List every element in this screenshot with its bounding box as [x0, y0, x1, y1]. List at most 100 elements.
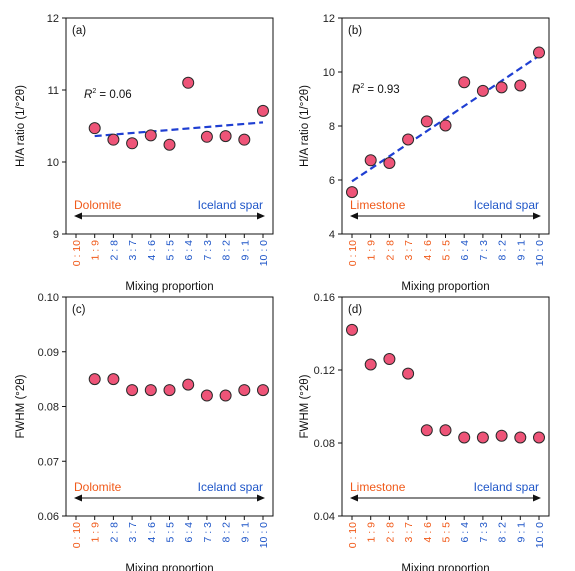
y-tick-label: 0.09	[38, 347, 59, 359]
data-point	[458, 431, 471, 444]
y-tick-label: 0.08	[38, 402, 59, 414]
x-tick-label: 5 : 5	[165, 240, 177, 261]
r-squared-symbol: R	[84, 89, 92, 101]
data-point	[533, 46, 545, 59]
data-point	[144, 384, 157, 397]
y-axis-ticks: 0.06 0.07 0.08 0.09 0.10	[38, 292, 66, 523]
data-point	[476, 431, 489, 444]
data-series	[346, 46, 545, 199]
data-point	[364, 154, 377, 167]
x-tick-label: 10 : 0	[258, 240, 270, 266]
x-tick-label: 10 : 0	[534, 522, 546, 548]
data-point	[163, 384, 176, 397]
data-point	[514, 431, 527, 444]
panel-label: (b)	[348, 25, 362, 37]
x-tick-label: 3 : 7	[127, 240, 139, 261]
y-tick-label: 0.04	[314, 511, 335, 523]
x-tick-label: 6 : 4	[183, 240, 195, 261]
x-tick-label: 0 : 10	[347, 240, 359, 266]
data-point	[163, 138, 176, 151]
y-tick-label: 8	[329, 121, 335, 133]
data-point	[439, 424, 452, 437]
y-tick-label: 0.16	[314, 292, 335, 304]
x-tick-label: 3 : 7	[403, 240, 415, 261]
x-tick-label: 0 : 10	[347, 522, 359, 548]
data-point	[420, 115, 433, 128]
right-mineral-label: Iceland spar	[198, 480, 263, 494]
x-tick-label: 9 : 1	[239, 240, 251, 261]
x-axis-ticks: 0 : 10 1 : 9 2 : 8 3 : 7 4 : 6 5 : 5 6 : 4 7 : …	[347, 234, 546, 266]
data-point	[257, 384, 269, 397]
r-squared-value: = 0.93	[364, 84, 400, 96]
y-tick-label: 0.07	[38, 456, 59, 468]
right-mineral-label: Iceland spar	[198, 198, 263, 212]
data-series	[346, 323, 545, 444]
x-tick-label: 4 : 6	[146, 522, 158, 543]
x-tick-label: 9 : 1	[239, 522, 251, 543]
y-axis-ticks: 0.04 0.08 0.12 0.16	[314, 292, 342, 523]
left-mineral-label: Limestone	[350, 198, 406, 212]
y-tick-label: 0.12	[314, 365, 335, 377]
y-tick-label: 0.08	[314, 438, 335, 450]
data-point	[420, 424, 433, 437]
x-tick-label: 3 : 7	[403, 522, 415, 543]
panel-a: 9 10 11 12 0 : 10 1 : 9 2 : 8 3 : 7 4 : 6 5 : 5 6 …	[15, 13, 274, 293]
x-tick-label: 0 : 10	[71, 240, 83, 266]
x-tick-label: 5 : 5	[441, 240, 453, 261]
x-tick-label: 8 : 2	[497, 240, 509, 261]
data-point	[107, 373, 120, 386]
x-tick-label: 1 : 9	[366, 522, 378, 543]
x-tick-label: 9 : 1	[515, 240, 527, 261]
x-tick-label: 1 : 9	[90, 240, 102, 261]
x-tick-label: 3 : 7	[127, 522, 139, 543]
right-mineral-label: Iceland spar	[474, 480, 539, 494]
data-series	[88, 76, 269, 151]
regression-line	[94, 121, 264, 138]
panel-label: (a)	[72, 25, 86, 37]
x-tick-label: 6 : 4	[459, 240, 471, 261]
x-tick-label: 2 : 8	[108, 240, 120, 261]
x-axis-ticks: 0 : 10 1 : 9 2 : 8 3 : 7 4 : 6 5 : 5 6 : 4 7 : …	[71, 516, 270, 548]
x-tick-label: 2 : 8	[384, 240, 396, 261]
data-point	[257, 104, 269, 117]
y-tick-label: 12	[47, 13, 59, 25]
y-axis-title: FWHM (°2θ)	[299, 374, 311, 438]
y-tick-label: 4	[329, 229, 335, 241]
data-point	[495, 81, 508, 94]
x-tick-label: 5 : 5	[441, 522, 453, 543]
regression-line	[351, 54, 540, 183]
panel-label: (d)	[348, 304, 362, 316]
panel-b: 4 6 8 10 12 0 : 10 1 : 9 2 : 8 3 : 7 4 : 6 5 : 5 6 …	[299, 13, 550, 293]
left-mineral-label: Dolomite	[74, 480, 122, 494]
x-tick-label: 8 : 2	[221, 522, 233, 543]
x-tick-label: 6 : 4	[459, 522, 471, 543]
x-tick-label: 7 : 3	[478, 522, 490, 543]
data-point	[126, 384, 139, 397]
data-point	[533, 431, 545, 444]
x-tick-label: 1 : 9	[90, 522, 102, 543]
x-tick-label: 8 : 2	[497, 522, 509, 543]
y-axis-title: H/A ratio (1/°2θ)	[15, 85, 27, 167]
y-axis-title: FWHM (°2θ)	[15, 374, 27, 438]
x-tick-label: 2 : 8	[108, 522, 120, 543]
data-point	[439, 119, 452, 132]
data-point	[514, 79, 527, 92]
x-axis-title: Mixing proportion	[125, 281, 213, 293]
data-point	[402, 133, 415, 146]
x-tick-label: 4 : 6	[422, 240, 434, 261]
data-point	[346, 186, 358, 199]
data-point	[107, 133, 120, 146]
y-axis-ticks: 4 6 8 10 12	[323, 13, 342, 241]
data-point	[200, 130, 213, 143]
data-point	[495, 429, 508, 442]
x-tick-label: 6 : 4	[183, 522, 195, 543]
x-tick-label: 8 : 2	[221, 240, 233, 261]
data-point	[346, 323, 358, 336]
x-tick-label: 9 : 1	[515, 522, 527, 543]
x-axis-title: Mixing proportion	[125, 563, 213, 571]
x-tick-label: 10 : 0	[258, 522, 270, 548]
data-series	[88, 373, 269, 402]
data-point	[238, 133, 251, 146]
x-tick-label: 2 : 8	[384, 522, 396, 543]
